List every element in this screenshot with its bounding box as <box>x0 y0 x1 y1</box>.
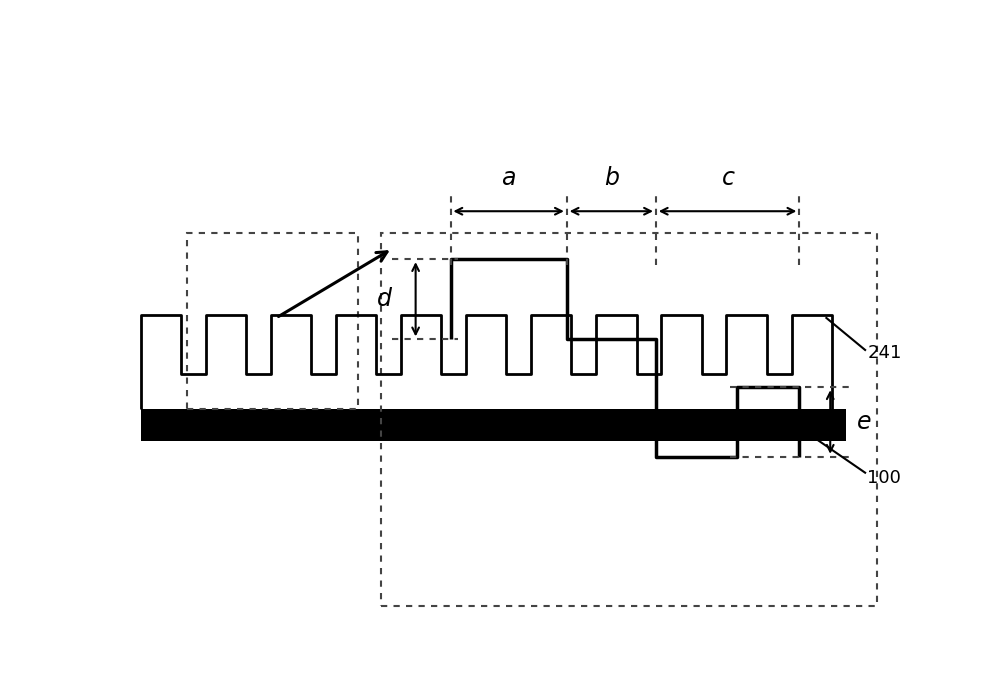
Text: 100: 100 <box>867 469 901 487</box>
Bar <box>187 233 358 409</box>
Text: c: c <box>721 166 734 190</box>
Bar <box>140 409 846 441</box>
Text: e: e <box>857 410 872 434</box>
Text: b: b <box>604 166 619 190</box>
Bar <box>381 233 877 606</box>
Text: d: d <box>377 288 392 311</box>
Text: a: a <box>501 166 516 190</box>
Text: 241: 241 <box>867 344 902 362</box>
